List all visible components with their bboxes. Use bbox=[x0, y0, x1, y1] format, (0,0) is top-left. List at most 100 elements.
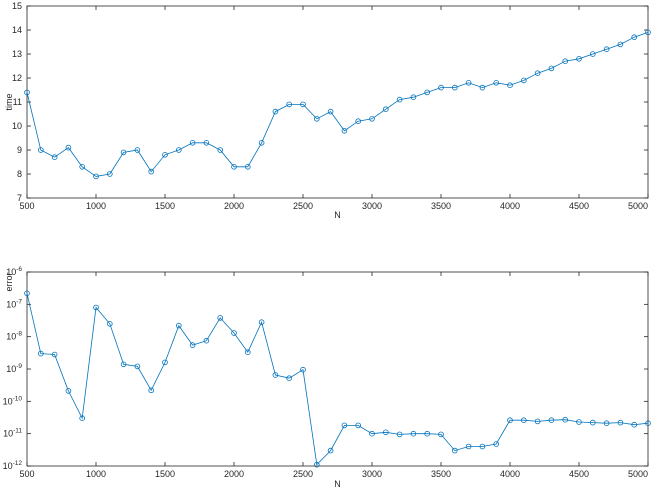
data-point-4100 bbox=[520, 417, 527, 424]
data-point-3100 bbox=[382, 106, 389, 112]
data-point-1000 bbox=[93, 173, 99, 180]
x-axis-label: N bbox=[334, 479, 341, 489]
y-tick-label-base: 10 bbox=[6, 364, 16, 374]
y-tick-label: 10-12 bbox=[3, 460, 23, 471]
y-tick-label: 13 bbox=[12, 49, 22, 59]
y-axis-label: error bbox=[4, 272, 14, 291]
data-point-900 bbox=[79, 164, 85, 170]
data-point-900 bbox=[79, 415, 85, 422]
plot-error: 500 1000 1500 2000 2500 3000 3500 4000 4500 5000 1… bbox=[3, 266, 651, 489]
data-point-1100 bbox=[107, 320, 113, 327]
data-point-1400 bbox=[148, 387, 155, 394]
y-tick-label-exponent: -12 bbox=[13, 460, 23, 467]
y-tick-label: 10-7 bbox=[6, 298, 22, 309]
data-point-3800 bbox=[479, 84, 486, 91]
data-point-2700 bbox=[327, 447, 334, 454]
data-point-3100 bbox=[382, 429, 389, 436]
x-tick-label: 4500 bbox=[569, 201, 589, 211]
data-point-2500 bbox=[300, 101, 306, 108]
data-point-1600 bbox=[176, 147, 182, 153]
data-point-2600 bbox=[313, 116, 320, 122]
y-tick-label-exponent: -11 bbox=[13, 428, 22, 435]
data-point-4800 bbox=[617, 41, 624, 48]
x-tick-label: 2000 bbox=[224, 201, 244, 211]
series-line bbox=[26, 32, 649, 177]
data-point-2400 bbox=[286, 101, 293, 108]
data-point-1200 bbox=[120, 361, 127, 368]
y-tick-label: 10-11 bbox=[3, 428, 22, 439]
data-point-4200 bbox=[534, 70, 541, 76]
y-tick-label-exponent: -6 bbox=[16, 266, 22, 273]
x-tick-label: 2500 bbox=[293, 469, 313, 479]
data-point-2100 bbox=[245, 349, 251, 356]
data-point-2900 bbox=[355, 422, 362, 429]
x-tick-label: 3500 bbox=[431, 201, 451, 211]
data-point-1000 bbox=[93, 304, 99, 311]
data-point-1400 bbox=[148, 168, 155, 175]
y-tick-label: 10-10 bbox=[3, 395, 23, 406]
y-tick-label-base: 10 bbox=[3, 396, 13, 406]
y-tick-label-base: 10 bbox=[6, 299, 16, 309]
y-tick-label-exponent: -8 bbox=[16, 331, 22, 338]
x-tick-label: 5000 bbox=[628, 469, 648, 479]
data-point-2400 bbox=[286, 375, 293, 382]
data-point-4500 bbox=[576, 419, 582, 425]
data-point-2000 bbox=[231, 164, 237, 170]
data-point-2300 bbox=[272, 108, 279, 115]
y-tick-label: 12 bbox=[12, 73, 22, 83]
data-point-1800 bbox=[203, 140, 210, 146]
data-point-3200 bbox=[396, 431, 403, 438]
data-point-2200 bbox=[258, 319, 265, 326]
data-point-3500 bbox=[438, 431, 444, 438]
data-point-4300 bbox=[548, 65, 555, 72]
data-point-4900 bbox=[631, 34, 637, 40]
data-point-2100 bbox=[245, 164, 251, 170]
data-point-3700 bbox=[465, 80, 472, 86]
y-tick-label-exponent: -7 bbox=[16, 298, 22, 305]
data-point-1300 bbox=[134, 363, 141, 370]
y-tick-label: 8 bbox=[17, 169, 22, 179]
x-tick-label: 2500 bbox=[293, 201, 313, 211]
data-point-3000 bbox=[369, 430, 375, 437]
y-tick-label-exponent: -10 bbox=[13, 395, 23, 402]
data-point-4200 bbox=[534, 418, 541, 425]
data-point-1700 bbox=[189, 342, 196, 348]
data-point-3900 bbox=[493, 80, 500, 86]
y-tick-label-exponent: -9 bbox=[16, 363, 22, 370]
series-line bbox=[26, 293, 649, 466]
data-point-1500 bbox=[162, 152, 168, 158]
x-tick-label: 3500 bbox=[431, 469, 451, 479]
x-tick-label: 1000 bbox=[86, 469, 106, 479]
x-tick-label: 1500 bbox=[155, 469, 175, 479]
data-point-700 bbox=[51, 351, 58, 358]
data-point-3300 bbox=[410, 430, 417, 437]
data-point-1900 bbox=[217, 315, 224, 321]
data-point-600 bbox=[37, 147, 44, 153]
data-point-800 bbox=[65, 388, 72, 394]
data-point-1100 bbox=[107, 171, 113, 177]
data-point-1900 bbox=[217, 147, 224, 153]
data-point-4400 bbox=[562, 416, 568, 423]
y-axis-label: time bbox=[4, 93, 14, 110]
y-tick-label-base: 10 bbox=[3, 429, 13, 439]
y-tick-label: 10 bbox=[12, 121, 22, 131]
data-point-2800 bbox=[341, 128, 348, 134]
y-tick-label: 9 bbox=[17, 145, 22, 155]
data-point-1200 bbox=[120, 149, 127, 156]
data-point-4100 bbox=[520, 77, 527, 84]
y-tick-label-base: 10 bbox=[3, 461, 13, 471]
x-tick-label: 4500 bbox=[569, 469, 589, 479]
data-point-3200 bbox=[396, 96, 403, 103]
x-tick-label: 4000 bbox=[500, 201, 520, 211]
data-point-700 bbox=[51, 154, 58, 161]
x-tick-label: 5000 bbox=[628, 201, 648, 211]
y-tick-label-base: 10 bbox=[6, 267, 16, 277]
y-tick-label: 11 bbox=[13, 97, 22, 107]
data-point-4000 bbox=[507, 82, 513, 88]
data-point-3400 bbox=[424, 89, 431, 96]
x-tick-label: 4000 bbox=[500, 469, 520, 479]
data-point-4800 bbox=[617, 419, 624, 426]
x-tick-label: 3000 bbox=[362, 469, 382, 479]
data-point-500 bbox=[24, 290, 30, 297]
